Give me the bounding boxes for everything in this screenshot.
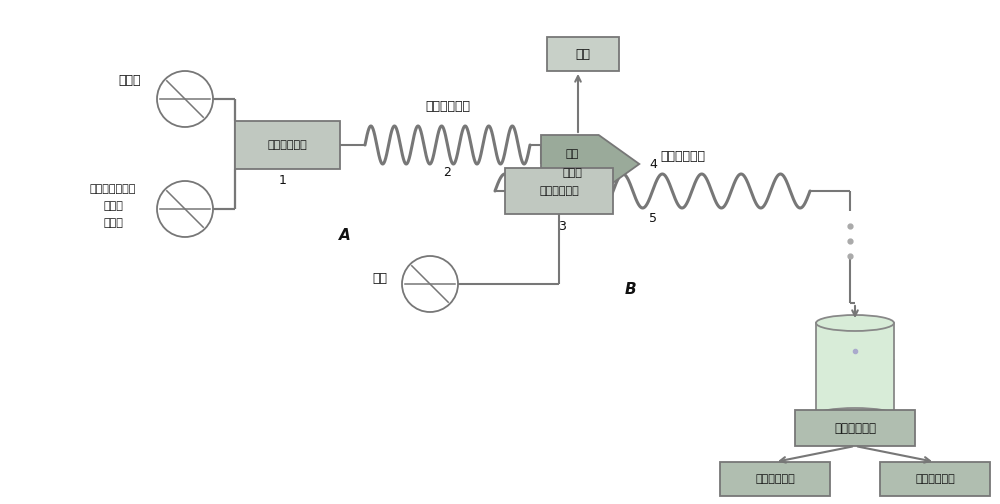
Text: 双氧水，有机酸: 双氧水，有机酸 <box>90 184 136 194</box>
FancyBboxPatch shape <box>235 121 340 169</box>
Text: B: B <box>624 282 636 296</box>
Text: A: A <box>339 228 351 243</box>
Text: 3: 3 <box>558 221 566 233</box>
Polygon shape <box>541 135 639 193</box>
Text: 聚氨酯粘合剂: 聚氨酯粘合剂 <box>915 474 955 484</box>
Ellipse shape <box>816 315 894 331</box>
Text: 大豆油多元醇: 大豆油多元醇 <box>834 421 876 434</box>
Text: 水相: 水相 <box>576 47 590 60</box>
Text: 甲醇: 甲醇 <box>372 273 388 285</box>
Text: 第二微反应器: 第二微反应器 <box>660 150 705 162</box>
Text: 聚氨酯弹性体: 聚氨酯弹性体 <box>755 474 795 484</box>
Circle shape <box>157 71 213 127</box>
FancyBboxPatch shape <box>816 323 894 415</box>
FancyBboxPatch shape <box>880 462 990 496</box>
Text: 催化剂: 催化剂 <box>103 201 123 211</box>
Text: 稳定剂: 稳定剂 <box>103 218 123 228</box>
Text: 分离器: 分离器 <box>562 168 582 178</box>
Text: 2: 2 <box>444 166 451 179</box>
FancyBboxPatch shape <box>795 410 915 446</box>
Text: 1: 1 <box>279 174 286 187</box>
Text: 第二微混合器: 第二微混合器 <box>539 186 579 196</box>
Text: 油水: 油水 <box>565 149 579 159</box>
Text: 4: 4 <box>649 157 657 170</box>
Ellipse shape <box>816 408 894 422</box>
Text: 植物油: 植物油 <box>119 75 141 88</box>
Text: 第一微反应器: 第一微反应器 <box>425 100 470 113</box>
Text: 5: 5 <box>648 212 656 224</box>
FancyBboxPatch shape <box>505 168 613 214</box>
FancyBboxPatch shape <box>720 462 830 496</box>
Circle shape <box>402 256 458 312</box>
Circle shape <box>157 181 213 237</box>
FancyBboxPatch shape <box>547 37 619 71</box>
Text: 第一微混合器: 第一微混合器 <box>268 140 307 150</box>
